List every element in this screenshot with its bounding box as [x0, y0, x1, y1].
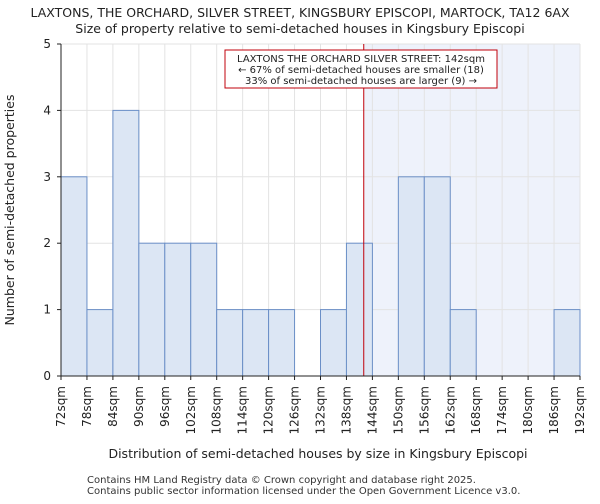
- y-tick-label-1: 1: [43, 303, 51, 317]
- x-tick-label-96sqm: 96sqm: [158, 386, 172, 427]
- y-tick-label-2: 2: [43, 236, 51, 250]
- x-tick-label-168sqm: 168sqm: [469, 386, 483, 434]
- bar-layer: [60, 109, 581, 377]
- x-tick-label-162sqm: 162sqm: [443, 386, 457, 434]
- x-tick-label-138sqm: 138sqm: [339, 386, 353, 434]
- bar-90sqm: [138, 242, 166, 377]
- x-tick-label-108sqm: 108sqm: [210, 386, 224, 434]
- footer-copyright: Contains HM Land Registry data © Crown c…: [87, 475, 476, 486]
- footer-licence: Contains public sector information licen…: [87, 486, 520, 497]
- x-tick-label-132sqm: 132sqm: [314, 386, 328, 434]
- chart-subtitle: Size of property relative to semi-detach…: [75, 21, 524, 36]
- x-tick-label-78sqm: 78sqm: [80, 386, 94, 427]
- x-tick-label-156sqm: 156sqm: [417, 386, 431, 434]
- x-tick-label-144sqm: 144sqm: [365, 386, 379, 434]
- bar-162sqm: [449, 309, 477, 377]
- bar-150sqm: [397, 176, 425, 377]
- annotation-line-2: ← 67% of semi-detached houses are smalle…: [238, 65, 484, 76]
- bar-96sqm: [164, 242, 192, 377]
- bar-72sqm: [60, 176, 88, 377]
- y-tick-layer: 0 1 2 3 4 5: [43, 37, 61, 383]
- bar-138sqm: [345, 242, 373, 377]
- bar-132sqm: [320, 309, 347, 377]
- annotation-line-1: LAXTONS THE ORCHARD SILVER STREET: 142sq…: [237, 54, 485, 65]
- x-tick-label-174sqm: 174sqm: [495, 386, 509, 434]
- bar-114sqm: [242, 309, 270, 377]
- bar-120sqm: [268, 309, 296, 377]
- y-axis-label: Number of semi-detached properties: [2, 95, 17, 326]
- x-tick-label-126sqm: 126sqm: [288, 386, 302, 434]
- x-tick-label-102sqm: 102sqm: [184, 386, 198, 434]
- bar-102sqm: [190, 242, 218, 377]
- y-tick-label-5: 5: [43, 37, 51, 51]
- x-axis-label: Distribution of semi-detached houses by …: [108, 446, 527, 461]
- bar-108sqm: [216, 309, 244, 377]
- annotation-line-3: 33% of semi-detached houses are larger (…: [245, 76, 477, 87]
- bar-156sqm: [423, 176, 451, 377]
- annotation-box: LAXTONS THE ORCHARD SILVER STREET: 142sq…: [224, 49, 498, 89]
- bar-84sqm: [112, 109, 140, 377]
- x-tick-label-72sqm: 72sqm: [54, 386, 68, 427]
- y-tick-label-0: 0: [43, 369, 51, 383]
- x-tick-label-180sqm: 180sqm: [521, 386, 535, 434]
- x-tick-label-120sqm: 120sqm: [262, 386, 276, 434]
- x-tick-label-114sqm: 114sqm: [236, 386, 250, 434]
- y-tick-label-4: 4: [43, 103, 51, 117]
- x-tick-label-150sqm: 150sqm: [391, 386, 405, 434]
- x-tick-layer: 72sqm 78sqm 84sqm 90sqm 96sqm 102sqm 108sqm 114…: [54, 376, 587, 434]
- chart-title: LAXTONS, THE ORCHARD, SILVER STREET, KIN…: [30, 5, 569, 20]
- x-tick-label-84sqm: 84sqm: [106, 386, 120, 427]
- annotation-border: [224, 49, 498, 89]
- bar-78sqm: [86, 309, 114, 377]
- x-tick-label-90sqm: 90sqm: [132, 386, 146, 427]
- bar-186sqm: [553, 309, 581, 377]
- y-tick-label-3: 3: [43, 170, 51, 184]
- x-tick-label-186sqm: 186sqm: [547, 386, 561, 434]
- x-tick-label-192sqm: 192sqm: [573, 386, 587, 434]
